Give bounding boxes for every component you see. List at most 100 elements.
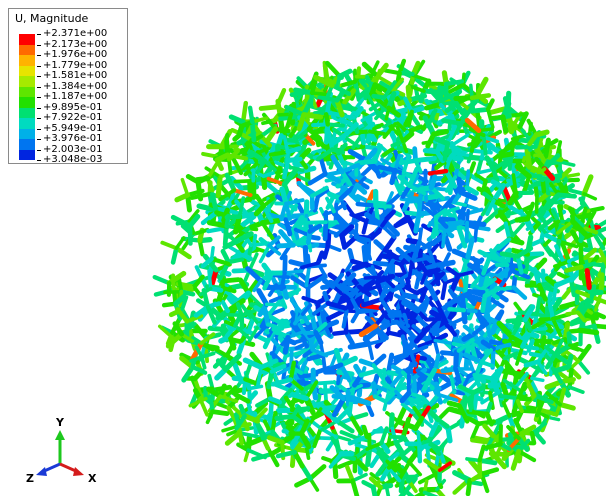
lattice-strut (444, 79, 465, 87)
lattice-strut (455, 145, 474, 153)
lattice-strut (432, 338, 441, 357)
lattice-strut (477, 457, 498, 466)
lattice-strut (415, 297, 430, 314)
lattice-strut (330, 436, 344, 456)
lattice-strut (485, 198, 496, 216)
lattice-strut (328, 451, 344, 469)
z-axis-arrow (36, 462, 61, 476)
lattice-strut (223, 353, 242, 372)
lattice-strut (437, 461, 453, 473)
lattice-strut (247, 105, 255, 125)
lattice-strut (407, 166, 420, 189)
lattice-strut (401, 300, 421, 314)
lattice-strut (226, 405, 237, 422)
lattice-strut (453, 366, 462, 384)
lattice-strut (269, 361, 286, 372)
lattice-strut (447, 82, 466, 95)
lattice-strut (218, 394, 239, 403)
lattice-strut (385, 451, 400, 464)
lattice-strut (402, 312, 411, 328)
lattice-strut (485, 321, 494, 344)
lattice-strut (341, 114, 356, 120)
lattice-strut (246, 316, 256, 334)
lattice-strut (532, 393, 554, 405)
lattice-strut (387, 456, 405, 475)
lattice-strut (464, 117, 482, 133)
lattice-strut (363, 147, 378, 164)
lattice-strut (220, 299, 230, 314)
lattice-strut (411, 73, 430, 82)
lattice-strut (378, 284, 389, 302)
lattice-strut (469, 148, 493, 155)
lattice-strut (224, 323, 238, 339)
lattice-strut (470, 421, 481, 441)
lattice-strut (521, 174, 532, 195)
lattice-strut (347, 434, 370, 446)
lattice-strut (335, 283, 352, 297)
lattice-strut (502, 338, 526, 349)
foam-lattice-model[interactable] (152, 58, 606, 496)
lattice-strut (483, 314, 499, 325)
lattice-strut (424, 101, 444, 111)
lattice-strut (265, 126, 279, 144)
lattice-strut (323, 112, 331, 127)
lattice-strut (492, 413, 512, 426)
lattice-strut (559, 300, 580, 310)
lattice-strut (358, 323, 378, 338)
lattice-strut (262, 272, 274, 291)
lattice-strut (285, 149, 290, 170)
lattice-strut (367, 342, 374, 361)
lattice-strut (395, 125, 405, 144)
lattice-strut (534, 296, 542, 317)
lattice-strut (270, 410, 278, 434)
lattice-strut (293, 173, 312, 184)
legend-tick (37, 107, 41, 109)
lattice-strut (436, 392, 459, 403)
lattice-strut (385, 191, 403, 208)
lattice-strut (325, 300, 348, 311)
lattice-strut (350, 478, 360, 496)
lattice-strut (247, 384, 264, 391)
lattice-strut (261, 203, 274, 223)
lattice-strut (233, 178, 256, 184)
lattice-strut (465, 477, 473, 496)
lattice-strut (406, 109, 414, 128)
lattice-strut (250, 116, 269, 124)
legend-level-label: +3.976e-01 (43, 133, 103, 144)
lattice-strut (371, 93, 387, 100)
lattice-strut (285, 146, 302, 155)
lattice-strut (338, 362, 352, 383)
lattice-strut (367, 129, 387, 136)
lattice-strut (307, 223, 323, 234)
lattice-strut (207, 325, 225, 332)
lattice-strut (557, 401, 576, 411)
lattice-strut (306, 126, 323, 141)
lattice-strut (356, 86, 371, 100)
legend-level-label: +2.173e+00 (43, 38, 108, 50)
lattice-strut (349, 416, 364, 436)
lattice-strut (427, 168, 449, 176)
lattice-strut (514, 144, 538, 150)
lattice-strut (444, 100, 459, 114)
lattice-strut (310, 91, 331, 97)
lattice-strut (220, 277, 241, 284)
lattice-strut (417, 472, 438, 485)
lattice-strut (493, 454, 507, 470)
lattice-strut (582, 247, 598, 261)
lattice-strut (256, 365, 263, 388)
lattice-strut (196, 203, 218, 213)
contour-legend: U, Magnitude +2.371e+00 +2.173e+00 +1.976e… (8, 8, 128, 165)
lattice-strut (299, 418, 310, 437)
lattice-strut (224, 214, 242, 220)
lattice-strut (555, 219, 575, 235)
lattice-strut (467, 288, 487, 299)
lattice-strut (310, 347, 329, 358)
lattice-strut (214, 152, 231, 163)
lattice-strut (457, 384, 475, 396)
lattice-strut (170, 245, 179, 265)
lattice-strut (283, 269, 304, 275)
lattice-strut (329, 83, 352, 97)
lattice-strut (322, 63, 330, 82)
legend-color-band (19, 149, 35, 160)
